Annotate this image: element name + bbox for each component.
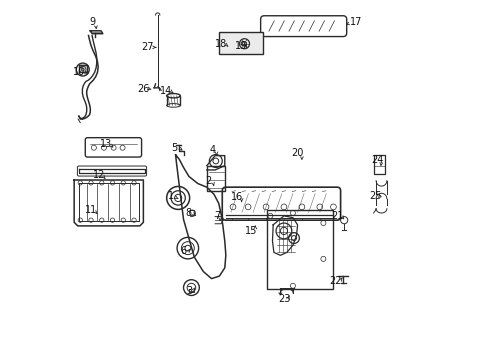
Text: 23: 23 — [277, 294, 289, 304]
Text: 15: 15 — [244, 226, 257, 236]
Text: 5: 5 — [171, 143, 177, 153]
Text: 4: 4 — [209, 145, 215, 155]
Text: 11: 11 — [85, 206, 97, 216]
Text: 21: 21 — [331, 211, 343, 221]
Text: 24: 24 — [370, 155, 383, 165]
Text: 10: 10 — [73, 67, 85, 77]
Text: 9: 9 — [89, 17, 95, 27]
Text: 8: 8 — [185, 208, 192, 218]
Text: 7: 7 — [214, 211, 220, 221]
Bar — [373, 155, 384, 174]
Text: 12: 12 — [93, 170, 105, 180]
Text: 19: 19 — [234, 41, 246, 51]
Text: 20: 20 — [291, 148, 303, 158]
Text: 6: 6 — [180, 246, 186, 256]
Text: 22: 22 — [329, 276, 342, 286]
Text: 1: 1 — [167, 191, 174, 201]
Text: 3: 3 — [185, 286, 192, 296]
Text: 18: 18 — [215, 40, 227, 49]
Bar — [266, 211, 332, 289]
Text: 13: 13 — [100, 139, 112, 149]
Text: 14: 14 — [160, 86, 172, 96]
Text: 2: 2 — [205, 176, 211, 186]
FancyBboxPatch shape — [219, 32, 263, 54]
Text: 26: 26 — [137, 84, 149, 94]
Text: 16: 16 — [231, 192, 243, 202]
Text: 27: 27 — [141, 42, 154, 52]
Text: 25: 25 — [368, 191, 381, 201]
Text: 17: 17 — [349, 17, 361, 27]
